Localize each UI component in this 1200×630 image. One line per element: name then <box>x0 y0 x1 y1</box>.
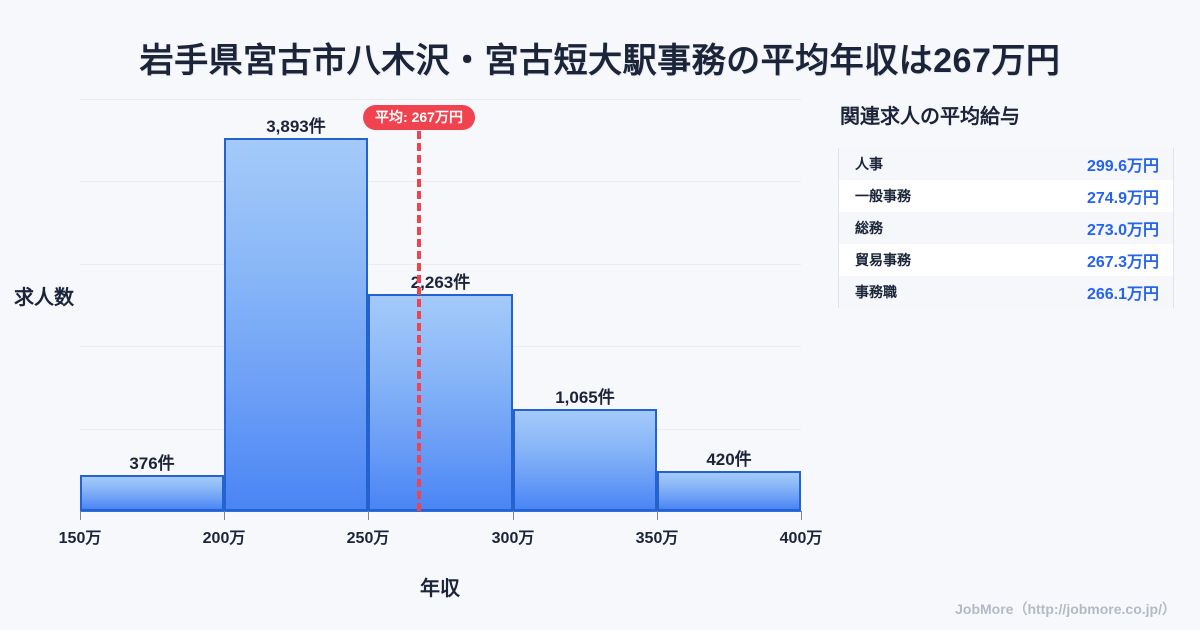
x-tick-label: 300万 <box>491 530 535 547</box>
page-title: 岩手県宮古市八木沢・宮古短大駅事務の平均年収は267万円 <box>139 42 1061 80</box>
salary-table-row[interactable]: 総務 273.0万円 <box>839 212 1173 244</box>
related-salary-panel: 関連求人の平均給与 人事 299.6万円一般事務 274.9万円総務 273.0万円貿… <box>838 100 1174 308</box>
salary-amount: 299.6万円 <box>1086 158 1159 175</box>
salary-amount: 273.0万円 <box>1086 222 1159 239</box>
x-tick-label: 150万 <box>58 530 102 547</box>
footer-credit: JobMore（http://jobmore.co.jp/） <box>955 601 1176 617</box>
gridline <box>80 181 801 182</box>
salary-job-name: 人事 <box>855 156 883 172</box>
salary-table-row[interactable]: 一般事務 274.9万円 <box>839 180 1173 212</box>
histogram-bar[interactable] <box>657 471 801 511</box>
salary-table-row[interactable]: 貿易事務 267.3万円 <box>839 244 1173 276</box>
salary-amount: 267.3万円 <box>1086 254 1159 271</box>
gridline <box>80 264 801 265</box>
salary-amount: 266.1万円 <box>1086 286 1159 303</box>
salary-table-row[interactable]: 人事 299.6万円 <box>839 148 1173 180</box>
bar-value-label: 376件 <box>129 454 175 473</box>
x-tick-label: 250万 <box>346 530 390 547</box>
histogram-chart: 求人数 年収 376件 3,893件 2,263件 1,065件 420件 150万 200… <box>14 99 823 600</box>
salary-table-row[interactable]: 事務職 266.1万円 <box>839 276 1173 308</box>
related-salary-table: 人事 299.6万円一般事務 274.9万円総務 273.0万円貿易事務 267.3万円… <box>838 148 1174 308</box>
bar-value-label: 1,065件 <box>555 388 615 407</box>
gridline <box>80 99 801 100</box>
x-axis-tick <box>657 511 658 520</box>
x-axis-tick <box>368 511 369 520</box>
x-axis-title: 年収 <box>420 578 460 600</box>
bar-value-label: 420件 <box>706 450 752 469</box>
related-salary-title: 関連求人の平均給与 <box>840 106 1020 128</box>
x-axis-tick <box>801 511 802 520</box>
histogram-bar[interactable] <box>80 475 224 511</box>
histogram-bar[interactable] <box>368 294 513 511</box>
salary-amount: 274.9万円 <box>1086 190 1159 207</box>
y-axis-title: 求人数 <box>14 287 74 309</box>
x-tick-label: 200万 <box>202 530 246 547</box>
bar-value-label: 2,263件 <box>410 273 471 292</box>
salary-job-name: 一般事務 <box>855 188 911 204</box>
x-axis-tick <box>80 511 81 520</box>
average-marker-badge: 平均: 267万円 <box>363 105 475 131</box>
histogram-bar[interactable] <box>224 138 368 511</box>
x-axis-line <box>80 510 801 512</box>
bar-value-label: 3,893件 <box>266 117 326 136</box>
x-axis-tick <box>513 511 514 520</box>
x-tick-label: 350万 <box>635 530 679 547</box>
salary-job-name: 事務職 <box>855 284 897 300</box>
x-tick-label: 400万 <box>779 530 823 547</box>
salary-job-name: 総務 <box>855 220 883 236</box>
average-marker-line <box>417 131 421 511</box>
salary-job-name: 貿易事務 <box>855 252 911 268</box>
histogram-bar[interactable] <box>513 409 657 511</box>
x-axis-tick <box>224 511 225 520</box>
